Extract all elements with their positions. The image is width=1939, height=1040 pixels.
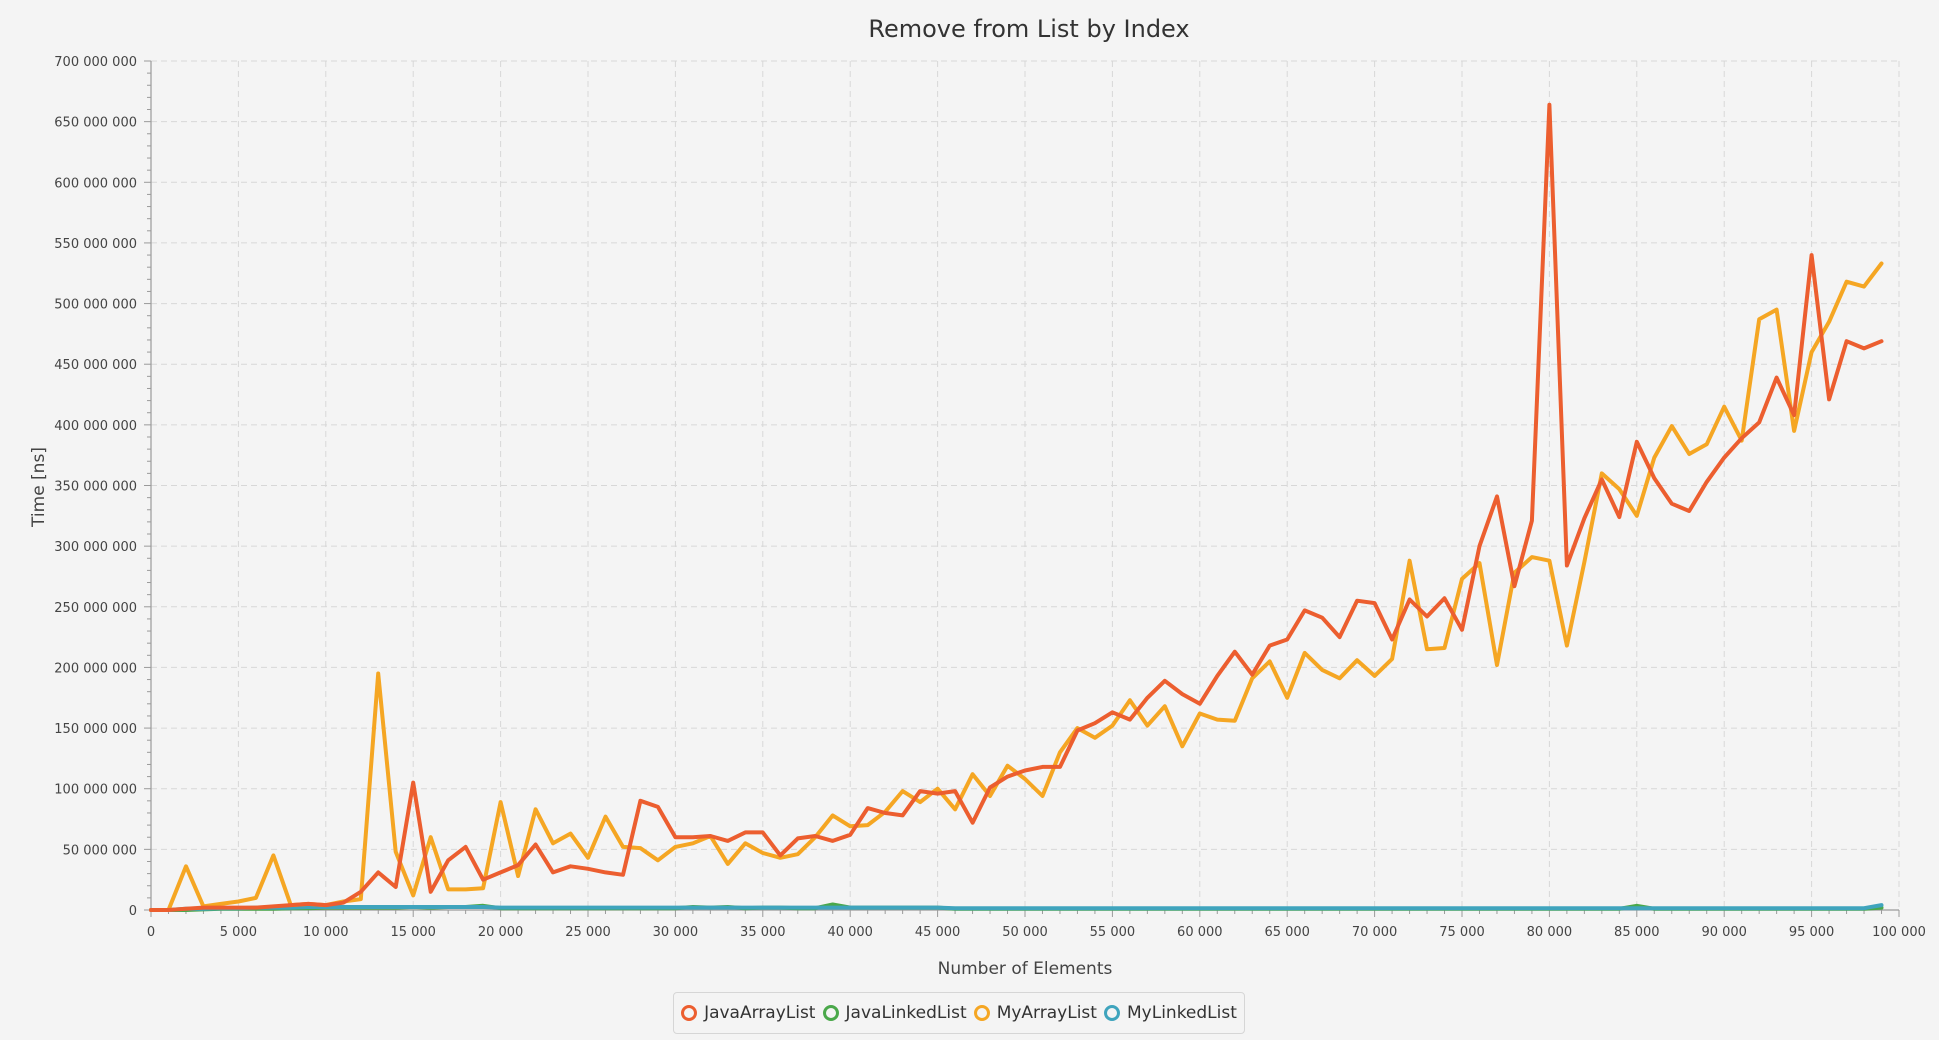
- x-tick-label: 60 000: [1177, 925, 1223, 940]
- grid: [151, 60, 1900, 910]
- legend-label: MyArrayList: [996, 1003, 1097, 1023]
- legend-item-mylinkedlist: MyLinkedList: [1104, 1003, 1237, 1023]
- y-tick-label: 0: [129, 904, 137, 919]
- chart-title: Remove from List by Index: [868, 15, 1189, 43]
- x-tick-label: 90 000: [1701, 925, 1747, 940]
- legend-label: JavaLinkedList: [845, 1003, 967, 1023]
- x-tick-label: 25 000: [565, 925, 611, 940]
- y-tick-label: 600 000 000: [54, 176, 137, 191]
- x-tick-label: 30 000: [653, 925, 699, 940]
- x-tick-label: 100 000: [1872, 925, 1926, 940]
- x-tick-label: 40 000: [827, 925, 873, 940]
- x-tick-label: 15 000: [390, 925, 436, 940]
- x-tick-label: 75 000: [1439, 925, 1485, 940]
- x-tick-label: 80 000: [1527, 925, 1573, 940]
- legend-label: JavaArrayList: [704, 1003, 816, 1023]
- series-lines: [149, 102, 1884, 912]
- series-line-myarraylist: [149, 261, 1884, 912]
- x-tick-label: 85 000: [1614, 925, 1660, 940]
- y-tick-label: 450 000 000: [54, 358, 137, 373]
- y-tick-label: 100 000 000: [54, 783, 137, 798]
- x-tick-label: 55 000: [1090, 925, 1136, 940]
- x-tick-label: 0: [147, 925, 155, 940]
- y-tick-label: 250 000 000: [54, 601, 137, 616]
- x-tick-label: 50 000: [1002, 925, 1048, 940]
- x-axis-label: Number of Elements: [938, 959, 1113, 979]
- y-axis-label: Time [ns]: [29, 447, 49, 528]
- y-tick-label: 200 000 000: [54, 661, 137, 676]
- legend-label: MyLinkedList: [1127, 1003, 1237, 1023]
- y-axis-ticks: 0 50 000 000 100 000 000 150 000 000 200 000…: [54, 55, 137, 919]
- x-tick-label: 35 000: [740, 925, 786, 940]
- x-axis-ticks: 0 5 000 10 000 15 000 20 000 25 000 30 000 35 0…: [147, 925, 1926, 940]
- x-tick-label: 95 000: [1789, 925, 1835, 940]
- y-tick-label: 400 000 000: [54, 419, 137, 434]
- legend-marker: [681, 1005, 698, 1021]
- x-tick-label: 65 000: [1264, 925, 1310, 940]
- legend-item-javalinkedlist: JavaLinkedList: [822, 1003, 967, 1023]
- x-tick-label: 20 000: [478, 925, 524, 940]
- x-tick-label: 10 000: [303, 925, 349, 940]
- x-tick-label: 70 000: [1352, 925, 1398, 940]
- legend: JavaArrayList JavaLinkedList MyArrayList My…: [673, 992, 1245, 1034]
- legend-item-myarraylist: MyArrayList: [973, 1003, 1097, 1023]
- y-tick-label: 550 000 000: [54, 237, 137, 252]
- legend-marker: [1104, 1005, 1120, 1021]
- y-tick-label: 500 000 000: [54, 298, 137, 313]
- y-tick-label: 300 000 000: [54, 540, 137, 555]
- y-tick-label: 650 000 000: [54, 116, 137, 131]
- legend-marker: [973, 1005, 990, 1021]
- y-tick-label: 700 000 000: [54, 55, 137, 70]
- series-line-mylinkedlist: [149, 903, 1884, 912]
- series-line-javaarraylist: [149, 102, 1884, 912]
- y-tick-label: 350 000 000: [54, 480, 137, 495]
- y-tick-label: 50 000 000: [63, 843, 137, 858]
- x-tick-label: 45 000: [915, 925, 961, 940]
- x-tick-label: 5 000: [220, 925, 257, 940]
- y-tick-label: 150 000 000: [54, 722, 137, 737]
- legend-marker: [822, 1005, 839, 1021]
- legend-item-javaarraylist: JavaArrayList: [681, 1003, 815, 1023]
